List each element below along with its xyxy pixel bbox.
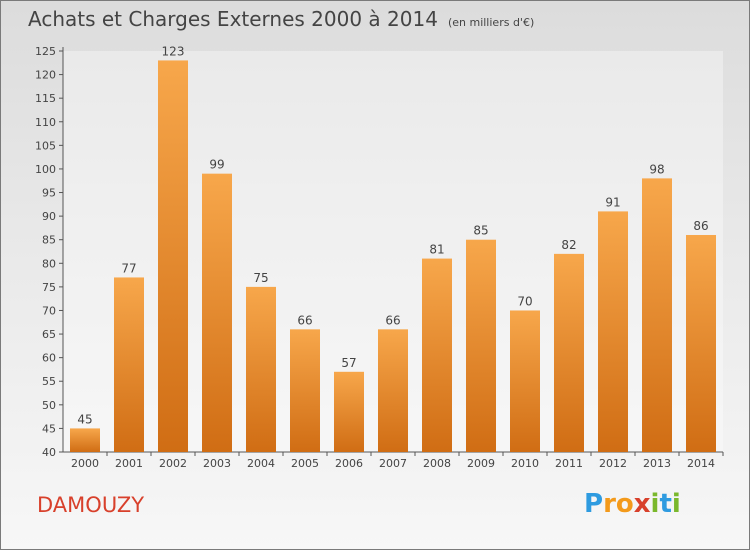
logo-letter: o bbox=[615, 489, 634, 519]
y-tick-label: 115 bbox=[35, 92, 56, 105]
data-label: 66 bbox=[297, 313, 312, 327]
logo-letter: t bbox=[659, 489, 672, 519]
bar bbox=[686, 234, 716, 452]
x-tick-label: 2013 bbox=[643, 457, 671, 470]
bar bbox=[466, 239, 496, 452]
x-tick-label: 2004 bbox=[247, 457, 275, 470]
x-tick-label: 2001 bbox=[115, 457, 143, 470]
logo-letter: r bbox=[603, 489, 616, 519]
data-label: 91 bbox=[605, 195, 620, 209]
logo-letter: i bbox=[650, 489, 660, 519]
y-tick-label: 45 bbox=[42, 422, 56, 435]
y-tick-label: 90 bbox=[42, 210, 56, 223]
y-tick-label: 100 bbox=[35, 163, 56, 176]
x-tick-label: 2010 bbox=[511, 457, 539, 470]
x-tick-label: 2007 bbox=[379, 457, 407, 470]
data-label: 86 bbox=[693, 219, 708, 233]
y-tick-label: 105 bbox=[35, 139, 56, 152]
commune-name: DAMOUZY bbox=[37, 493, 145, 517]
logo-letter: P bbox=[584, 489, 604, 519]
data-label: 75 bbox=[253, 271, 268, 285]
y-tick-label: 120 bbox=[35, 69, 56, 82]
bar bbox=[334, 371, 364, 452]
bar bbox=[510, 310, 540, 452]
x-tick-label: 2012 bbox=[599, 457, 627, 470]
y-tick-label: 95 bbox=[42, 187, 56, 200]
logo-letter: i bbox=[671, 489, 681, 519]
title-text: Achats et Charges Externes 2000 à 2014 bbox=[28, 7, 438, 31]
x-tick-label: 2006 bbox=[335, 457, 363, 470]
bar bbox=[642, 178, 672, 452]
bar bbox=[158, 60, 188, 452]
data-label: 98 bbox=[649, 162, 664, 176]
data-label: 57 bbox=[341, 356, 356, 370]
y-tick-label: 80 bbox=[42, 257, 56, 270]
y-tick-label: 70 bbox=[42, 304, 56, 317]
bar bbox=[378, 329, 408, 452]
y-tick-label: 55 bbox=[42, 375, 56, 388]
y-tick-label: 65 bbox=[42, 328, 56, 341]
chart-subtitle: (en milliers d'€) bbox=[447, 16, 535, 29]
x-tick-label: 2000 bbox=[71, 457, 99, 470]
bar bbox=[422, 258, 452, 452]
data-label: 82 bbox=[561, 238, 576, 252]
data-label: 85 bbox=[473, 224, 488, 238]
y-tick-label: 110 bbox=[35, 116, 56, 129]
bar bbox=[202, 173, 232, 453]
data-label: 99 bbox=[209, 158, 224, 172]
x-tick-label: 2011 bbox=[555, 457, 583, 470]
bar bbox=[290, 329, 320, 452]
bar bbox=[554, 253, 584, 452]
data-label: 81 bbox=[429, 243, 444, 257]
x-tick-label: 2003 bbox=[203, 457, 231, 470]
y-tick-label: 60 bbox=[42, 352, 56, 365]
data-label: 66 bbox=[385, 313, 400, 327]
y-tick-label: 40 bbox=[42, 446, 56, 459]
data-label: 77 bbox=[121, 261, 136, 275]
bar bbox=[70, 428, 100, 452]
chart-title: Achats et Charges Externes 2000 à 2014 (e… bbox=[28, 7, 534, 31]
x-tick-label: 2005 bbox=[291, 457, 319, 470]
proxiti-logo: Proxiti bbox=[584, 489, 681, 519]
data-label: 70 bbox=[517, 294, 532, 308]
logo-letter: x bbox=[633, 489, 651, 519]
x-tick-label: 2008 bbox=[423, 457, 451, 470]
bar bbox=[246, 286, 276, 452]
x-tick-label: 2002 bbox=[159, 457, 187, 470]
bar bbox=[114, 277, 144, 452]
y-tick-label: 50 bbox=[42, 399, 56, 412]
y-tick-label: 85 bbox=[42, 234, 56, 247]
bar bbox=[598, 211, 628, 452]
y-tick-label: 125 bbox=[35, 45, 56, 58]
data-label: 123 bbox=[162, 44, 185, 58]
y-tick-label: 75 bbox=[42, 281, 56, 294]
data-label: 45 bbox=[77, 412, 92, 426]
x-tick-label: 2014 bbox=[687, 457, 715, 470]
x-tick-label: 2009 bbox=[467, 457, 495, 470]
